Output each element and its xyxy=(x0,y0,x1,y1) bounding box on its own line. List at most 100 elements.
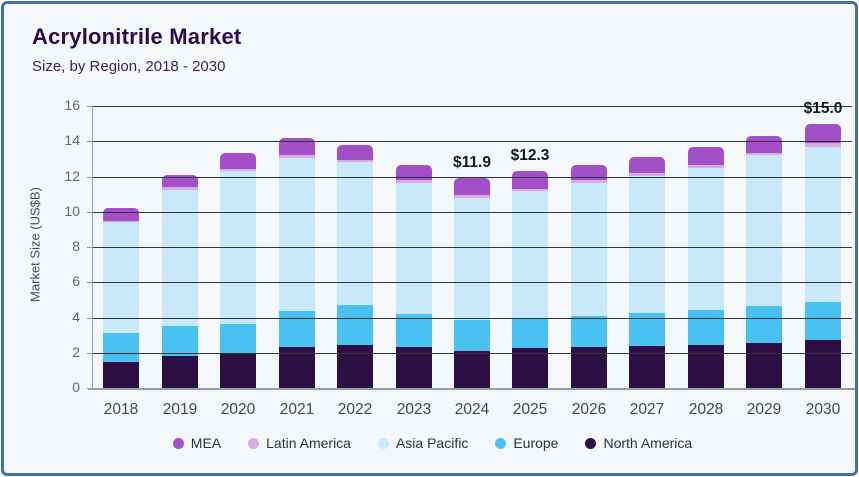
bar-segment-europe-2024[interactable] xyxy=(454,320,490,351)
y-tick-label-10: 10 xyxy=(64,203,80,219)
x-tick-label-2021: 2021 xyxy=(279,401,315,418)
gridline-10 xyxy=(92,212,852,213)
y-tick-label-4: 4 xyxy=(72,309,80,325)
y-axis-title: Market Size (US$B) xyxy=(27,187,43,302)
bar-segment-asia-pacific-2028[interactable] xyxy=(688,168,724,310)
bar-segment-latin-america-2021[interactable] xyxy=(279,155,315,158)
bar-segment-mea-2028[interactable] xyxy=(688,147,724,165)
x-tick-label-2027: 2027 xyxy=(629,401,665,418)
legend-item-europe[interactable]: Europe xyxy=(495,435,558,451)
bar-segment-north-america-2025[interactable] xyxy=(512,348,548,388)
y-tick-mark-4 xyxy=(87,318,92,319)
bar-segment-asia-pacific-2029[interactable] xyxy=(746,155,782,306)
bar-segment-mea-2027[interactable] xyxy=(629,157,665,173)
gridline-2 xyxy=(92,353,852,354)
bar-segment-asia-pacific-2023[interactable] xyxy=(396,183,432,314)
y-tick-label-2: 2 xyxy=(72,344,80,360)
bar-segment-latin-america-2019[interactable] xyxy=(162,187,198,190)
y-tick-label-12: 12 xyxy=(64,168,80,184)
bar-segment-europe-2026[interactable] xyxy=(571,316,607,347)
bar-segment-north-america-2029[interactable] xyxy=(746,343,782,388)
bar-segment-europe-2025[interactable] xyxy=(512,318,548,348)
bar-segment-north-america-2020[interactable] xyxy=(220,354,256,388)
bar-segment-latin-america-2028[interactable] xyxy=(688,165,724,168)
y-axis-line xyxy=(92,106,93,388)
y-tick-mark-14 xyxy=(87,141,92,142)
legend-swatch-asia-pacific-icon xyxy=(377,437,389,449)
bar-segment-mea-2021[interactable] xyxy=(279,138,315,155)
x-tick-label-2026: 2026 xyxy=(571,401,607,418)
page-title: Acrylonitrile Market xyxy=(32,24,242,49)
bar-segment-europe-2020[interactable] xyxy=(220,324,256,354)
bar-segment-europe-2029[interactable] xyxy=(746,306,782,343)
bar-segment-europe-2023[interactable] xyxy=(396,314,432,347)
bar-segment-latin-america-2025[interactable] xyxy=(512,189,548,191)
bar-segment-asia-pacific-2024[interactable] xyxy=(454,198,490,320)
bar-segment-mea-2026[interactable] xyxy=(571,165,607,180)
y-tick-label-0: 0 xyxy=(72,379,80,395)
chart: Market Size (US$B) 0 2 4 6 8 10 12 14 16 2018 2019… xyxy=(4,4,855,473)
bar-segment-north-america-2018[interactable] xyxy=(103,362,139,388)
legend-item-mea[interactable]: MEA xyxy=(172,435,222,451)
bar-segment-mea-2030[interactable] xyxy=(805,124,841,143)
bar-segment-mea-2029[interactable] xyxy=(746,136,782,153)
gridline-6 xyxy=(92,282,852,283)
bar-segment-mea-2025[interactable] xyxy=(512,171,548,189)
legend-item-asia-pacific[interactable]: Asia Pacific xyxy=(377,435,468,451)
legend-item-north-america[interactable]: North America xyxy=(585,435,692,451)
bar-segment-asia-pacific-2025[interactable] xyxy=(512,191,548,318)
bar-segment-europe-2021[interactable] xyxy=(279,311,315,347)
gridline-12 xyxy=(92,177,852,178)
bar-segment-asia-pacific-2019[interactable] xyxy=(162,190,198,326)
total-label-2030: $15.0 xyxy=(803,100,843,117)
bar-segment-asia-pacific-2026[interactable] xyxy=(571,183,607,316)
x-tick-label-2024: 2024 xyxy=(454,401,490,418)
bar-segment-mea-2022[interactable] xyxy=(337,145,373,160)
bar-segment-north-america-2030[interactable] xyxy=(805,340,841,388)
bar-segment-asia-pacific-2018[interactable] xyxy=(103,222,139,333)
y-tick-mark-6 xyxy=(87,282,92,283)
gridline-14 xyxy=(92,141,852,142)
bar-segment-asia-pacific-2030[interactable] xyxy=(805,147,841,302)
bar-segment-asia-pacific-2027[interactable] xyxy=(629,176,665,313)
bar-segment-latin-america-2027[interactable] xyxy=(629,173,665,176)
bar-segment-latin-america-2030[interactable] xyxy=(805,143,841,147)
bar-segment-north-america-2024[interactable] xyxy=(454,351,490,388)
y-tick-mark-12 xyxy=(87,177,92,178)
bar-segment-latin-america-2029[interactable] xyxy=(746,153,782,155)
bar-segment-latin-america-2026[interactable] xyxy=(571,180,607,183)
gridline-8 xyxy=(92,247,852,248)
x-tick-label-2023: 2023 xyxy=(396,401,432,418)
bar-segment-latin-america-2020[interactable] xyxy=(220,169,256,171)
bar-segment-latin-america-2024[interactable] xyxy=(454,195,490,198)
x-tick-label-2020: 2020 xyxy=(220,401,256,418)
y-tick-mark-16 xyxy=(87,106,92,107)
bar-segment-mea-2019[interactable] xyxy=(162,175,198,187)
bar-segment-mea-2023[interactable] xyxy=(396,165,432,180)
bar-segment-asia-pacific-2021[interactable] xyxy=(279,158,315,311)
y-tick-mark-2 xyxy=(87,353,92,354)
bar-segment-mea-2018[interactable] xyxy=(103,208,139,221)
legend-label-mea: MEA xyxy=(190,435,222,451)
bar-segment-mea-2020[interactable] xyxy=(220,153,256,169)
bar-segment-mea-2024[interactable] xyxy=(454,178,490,195)
bar-segment-latin-america-2023[interactable] xyxy=(396,180,432,183)
y-tick-mark-8 xyxy=(87,247,92,248)
bar-segment-north-america-2022[interactable] xyxy=(337,345,373,388)
bar-segment-north-america-2028[interactable] xyxy=(688,345,724,388)
bar-segment-europe-2030[interactable] xyxy=(805,302,841,340)
legend-swatch-mea-icon xyxy=(172,437,184,449)
bar-segment-europe-2019[interactable] xyxy=(162,326,198,356)
total-label-2024: $11.9 xyxy=(453,154,491,171)
bar-segment-europe-2022[interactable] xyxy=(337,305,373,345)
bar-segment-north-america-2019[interactable] xyxy=(162,356,198,388)
x-tick-label-2029: 2029 xyxy=(746,401,782,418)
legend-item-latin-america[interactable]: Latin America xyxy=(248,435,351,451)
bar-segment-latin-america-2018[interactable] xyxy=(103,221,139,222)
bar-segment-asia-pacific-2022[interactable] xyxy=(337,162,373,305)
bar-segment-latin-america-2022[interactable] xyxy=(337,160,373,162)
bar-segment-europe-2028[interactable] xyxy=(688,310,724,345)
legend: MEA Latin America Asia Pacific Europe North … xyxy=(4,435,855,451)
bar-segment-europe-2018[interactable] xyxy=(103,333,139,362)
